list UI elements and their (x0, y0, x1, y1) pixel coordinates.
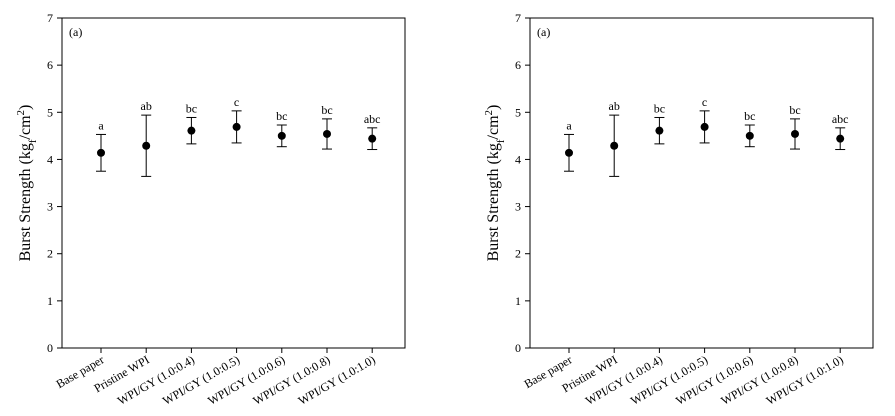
x-tick-label: WPI/GY (1.0:0.6) (673, 352, 755, 407)
letter-label: a (566, 118, 572, 132)
y-axis-label-part: Burst Strength (kg (17, 143, 34, 261)
x-tick-label: WPI/GY (1.0:0.5) (160, 352, 242, 407)
point (142, 141, 151, 150)
point (700, 122, 709, 131)
y-tick-label: 1 (47, 294, 53, 308)
letter-label: bc (321, 103, 332, 117)
y-tick-label: 0 (515, 341, 521, 355)
point (655, 126, 664, 135)
point (232, 122, 241, 131)
x-tick-label: WPI/GY (1.0:0.8) (251, 352, 333, 407)
letter-label: ab (141, 99, 152, 113)
y-tick-label: 6 (47, 58, 53, 72)
point (836, 134, 845, 143)
annotation: (a) (537, 25, 550, 39)
y-tick-label: 2 (47, 247, 53, 261)
point (610, 141, 619, 150)
letter-label: bc (186, 101, 197, 115)
point (565, 148, 573, 157)
y-tick-label: 3 (47, 200, 53, 214)
point (323, 129, 331, 138)
y-tick-label: 3 (515, 200, 521, 214)
point (97, 148, 105, 157)
x-tick-label: WPI/GY (1.0:1.0) (296, 352, 378, 407)
letter-label: bc (789, 103, 800, 117)
point (187, 126, 196, 135)
point (368, 134, 377, 143)
y-tick-label: 7 (515, 11, 521, 25)
y-axis-label-part: f (495, 139, 507, 143)
y-axis-label-part: /cm (17, 115, 34, 140)
x-tick-label: WPI/GY (1.0:0.6) (205, 352, 287, 407)
point (277, 131, 286, 140)
plot-frame (529, 17, 874, 349)
y-tick-label: 5 (515, 105, 521, 119)
y-tick-label: 0 (47, 341, 53, 355)
letter-label: ab (609, 99, 620, 113)
letter-label: bc (654, 101, 665, 115)
annotation: (a) (69, 25, 82, 39)
x-tick-label: WPI/GY (1.0:0.4) (115, 352, 197, 407)
y-tick-label: 2 (515, 247, 521, 261)
y-axis-label: Burst Strength (kgf/cm2) (483, 105, 507, 262)
y-axis-label-part: 2 (15, 110, 27, 116)
y-tick-label: 1 (515, 294, 521, 308)
y-tick-label: 4 (47, 152, 53, 166)
letter-label: bc (276, 109, 287, 123)
x-tick-label: WPI/GY (1.0:0.8) (719, 352, 801, 407)
y-axis-label-part: ) (485, 105, 502, 110)
letter-label: abc (364, 112, 381, 126)
y-axis-label-part: ) (17, 105, 34, 110)
letter-label: abc (832, 112, 849, 126)
point (745, 131, 754, 140)
x-tick-label: WPI/GY (1.0:0.4) (583, 352, 665, 407)
y-axis-label: Burst Strength (kgf/cm2) (15, 105, 39, 262)
point (791, 129, 799, 138)
y-axis-label-part: /cm (485, 115, 502, 140)
y-tick-label: 4 (515, 152, 521, 166)
y-axis-label-part: 2 (483, 110, 495, 116)
x-tick-label: WPI/GY (1.0:0.5) (628, 352, 710, 407)
y-tick-label: 6 (515, 58, 521, 72)
y-tick-label: 5 (47, 105, 53, 119)
letter-label: c (234, 95, 239, 109)
plot-frame (61, 17, 406, 349)
letter-label: c (702, 95, 707, 109)
y-axis-label-part: Burst Strength (kg (485, 143, 502, 261)
letter-label: a (98, 118, 104, 132)
y-axis-label-part: f (27, 139, 39, 143)
y-tick-label: 7 (47, 11, 53, 25)
x-tick-label: WPI/GY (1.0:1.0) (764, 352, 846, 407)
letter-label: bc (744, 109, 755, 123)
